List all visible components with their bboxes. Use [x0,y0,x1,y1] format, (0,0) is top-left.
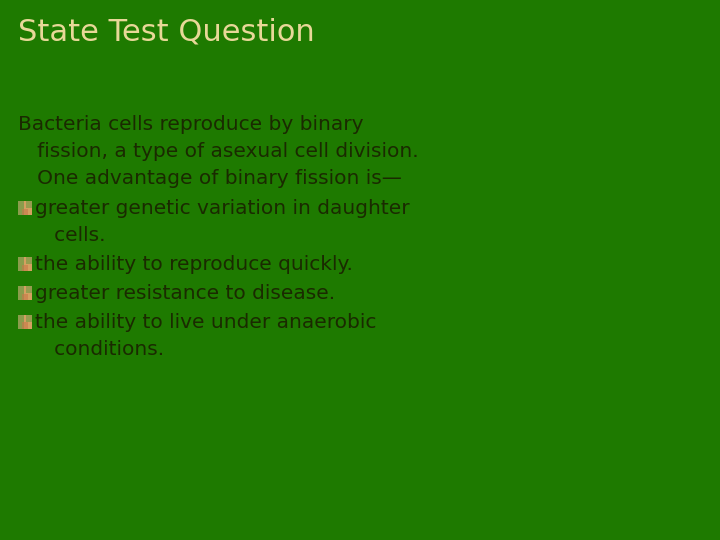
FancyBboxPatch shape [22,294,28,300]
Text: greater genetic variation in daughter: greater genetic variation in daughter [35,199,410,219]
Text: the ability to live under anaerobic: the ability to live under anaerobic [35,313,377,332]
FancyBboxPatch shape [22,322,28,329]
FancyBboxPatch shape [18,257,32,271]
Text: cells.: cells. [35,226,106,245]
FancyBboxPatch shape [18,315,32,329]
FancyBboxPatch shape [26,286,32,293]
FancyBboxPatch shape [18,201,32,215]
FancyBboxPatch shape [18,286,24,300]
FancyBboxPatch shape [18,315,24,329]
Text: fission, a type of asexual cell division.: fission, a type of asexual cell division… [18,142,418,161]
Text: Bacteria cells reproduce by binary: Bacteria cells reproduce by binary [18,115,364,134]
FancyBboxPatch shape [22,209,28,215]
FancyBboxPatch shape [26,257,32,264]
Text: greater resistance to disease.: greater resistance to disease. [35,284,335,303]
Text: One advantage of binary fission is—: One advantage of binary fission is— [18,168,402,187]
Text: conditions.: conditions. [35,340,164,359]
Text: State Test Question: State Test Question [18,18,315,47]
FancyBboxPatch shape [22,265,28,271]
FancyBboxPatch shape [18,257,24,271]
FancyBboxPatch shape [18,286,32,300]
FancyBboxPatch shape [26,315,32,322]
FancyBboxPatch shape [26,201,32,208]
FancyBboxPatch shape [18,201,24,215]
Text: the ability to reproduce quickly.: the ability to reproduce quickly. [35,255,353,274]
